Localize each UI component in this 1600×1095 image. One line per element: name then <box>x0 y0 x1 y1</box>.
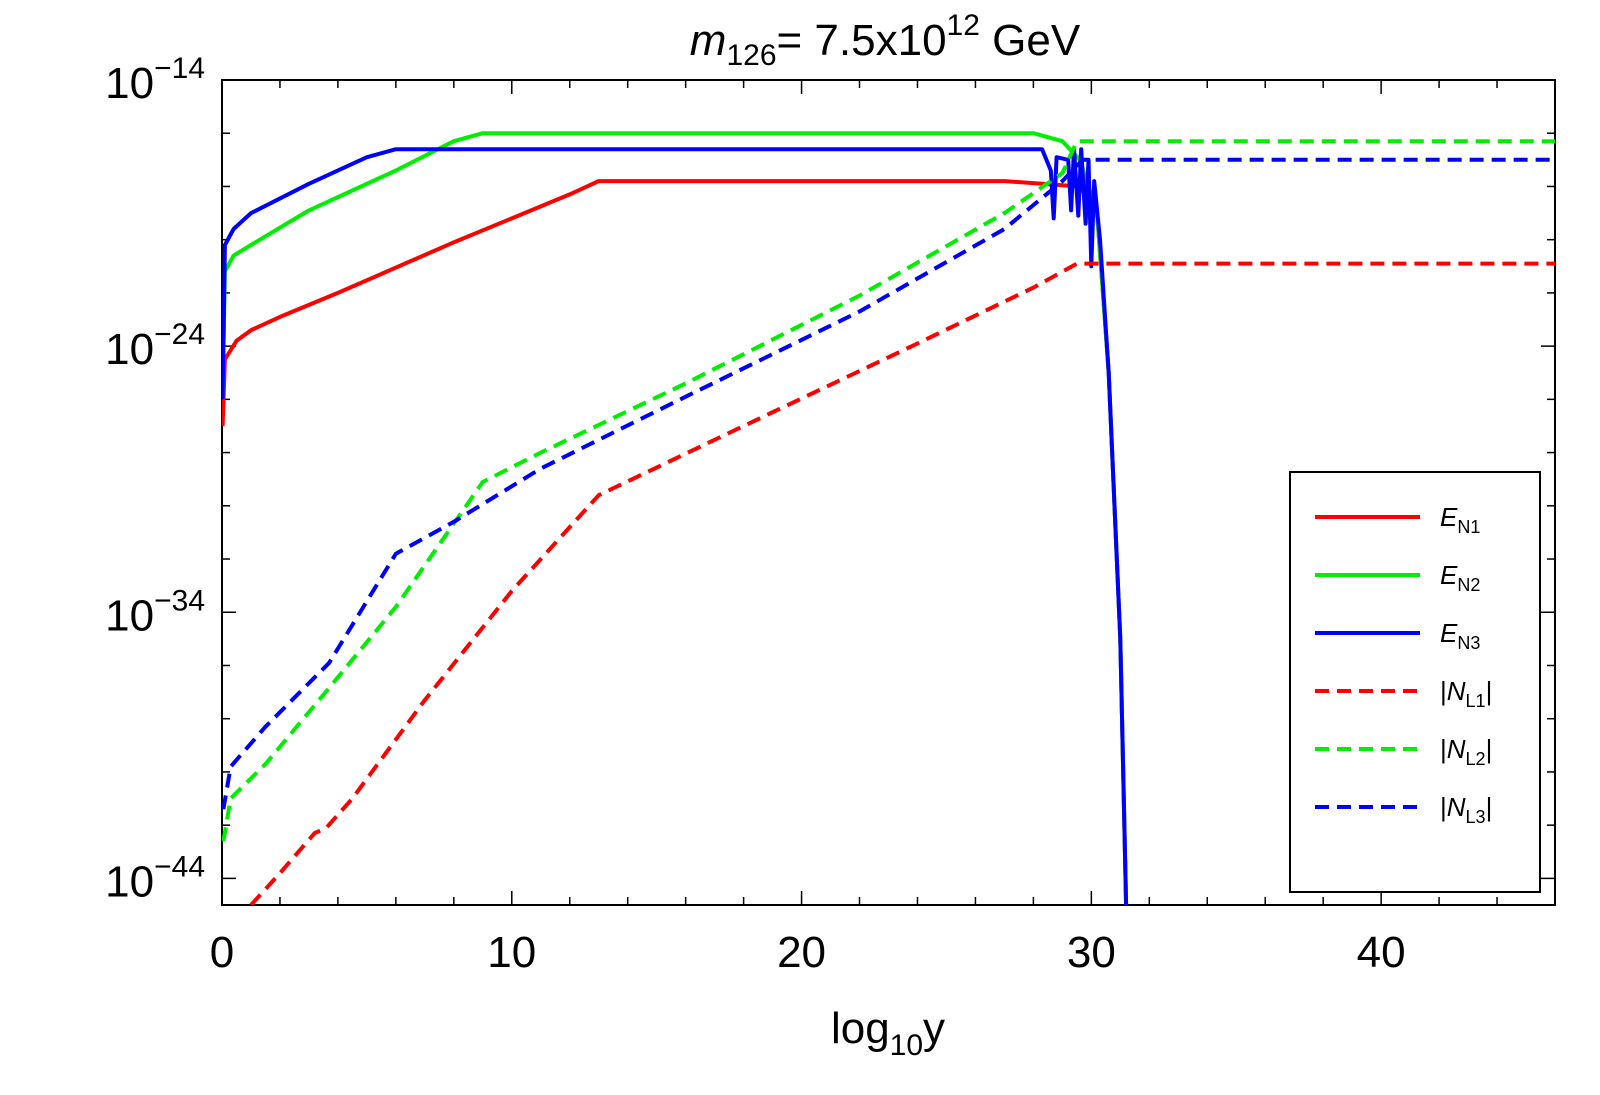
series-line-en1 <box>222 179 1129 905</box>
title-equation: = 7.5x10 <box>777 16 947 65</box>
x-tick-label: 10 <box>487 928 536 977</box>
legend-label-part: E <box>1440 618 1458 648</box>
legend-label-part: | <box>1486 734 1493 764</box>
legend-label-part: N1 <box>1457 517 1480 537</box>
y-tick-exponent: −34 <box>154 584 205 617</box>
y-tick-exponent: −44 <box>154 850 205 883</box>
y-tick-base: 10 <box>105 325 154 374</box>
series-line-nl2 <box>222 139 1555 842</box>
y-tick-label: 10−44 <box>105 850 205 906</box>
x-label-post: y <box>923 1004 945 1053</box>
title-subscript: 126 <box>726 39 776 72</box>
legend-label: |NL3| <box>1440 792 1492 827</box>
legend-label-part: | <box>1440 734 1447 764</box>
x-tick-label: 40 <box>1357 928 1406 977</box>
legend-label-part: L1 <box>1466 691 1486 711</box>
legend-label-part: N2 <box>1457 575 1480 595</box>
series-line-nl1 <box>249 261 1555 905</box>
x-tick-label: 0 <box>210 928 234 977</box>
title-variable: m <box>690 16 727 65</box>
legend-label: |NL1| <box>1440 676 1492 711</box>
legend-label-part: N3 <box>1457 633 1480 653</box>
legend-label: |NL2| <box>1440 734 1492 769</box>
series-lines <box>222 131 1555 905</box>
x-label-pre: log <box>831 1004 890 1053</box>
y-tick-label: 10−34 <box>105 584 205 640</box>
y-tick-base: 10 <box>105 857 154 906</box>
y-tick-base: 10 <box>105 591 154 640</box>
title-unit: GeV <box>980 16 1081 65</box>
legend-label-part: E <box>1440 560 1458 590</box>
y-tick-label: 10−24 <box>105 318 205 374</box>
legend-label-part: | <box>1440 792 1447 822</box>
legend-label-part: L3 <box>1466 807 1486 827</box>
x-axis-label: log10y <box>831 1004 945 1062</box>
legend-label: EN3 <box>1440 618 1480 653</box>
legend-label-part: | <box>1486 676 1493 706</box>
x-label-sub: 10 <box>890 1029 923 1062</box>
y-tick-exponent: −24 <box>154 318 205 351</box>
x-tick-label: 20 <box>777 928 826 977</box>
y-tick-base: 10 <box>105 59 154 108</box>
legend-label-part: | <box>1440 676 1447 706</box>
legend-label: EN1 <box>1440 502 1480 537</box>
plot-frame <box>221 79 1556 906</box>
legend-box <box>1289 471 1541 893</box>
legend-label: EN2 <box>1440 560 1480 595</box>
legend-label-part: N <box>1447 734 1466 764</box>
legend-label-part: E <box>1440 502 1458 532</box>
title-superscript: 12 <box>947 9 980 42</box>
chart-title: m126= 7.5x1012 GeV <box>690 9 1081 72</box>
y-tick-exponent: −14 <box>154 52 205 85</box>
series-line-en3 <box>222 147 1129 905</box>
legend-label-part: N <box>1447 676 1466 706</box>
plot-border <box>221 79 1556 906</box>
legend-label-part: | <box>1486 792 1493 822</box>
legend-label-part: L2 <box>1466 749 1486 769</box>
legend-label-part: N <box>1447 792 1466 822</box>
y-tick-label: 10−14 <box>105 52 205 108</box>
series-line-nl3 <box>222 157 1555 810</box>
x-tick-label: 30 <box>1067 928 1116 977</box>
